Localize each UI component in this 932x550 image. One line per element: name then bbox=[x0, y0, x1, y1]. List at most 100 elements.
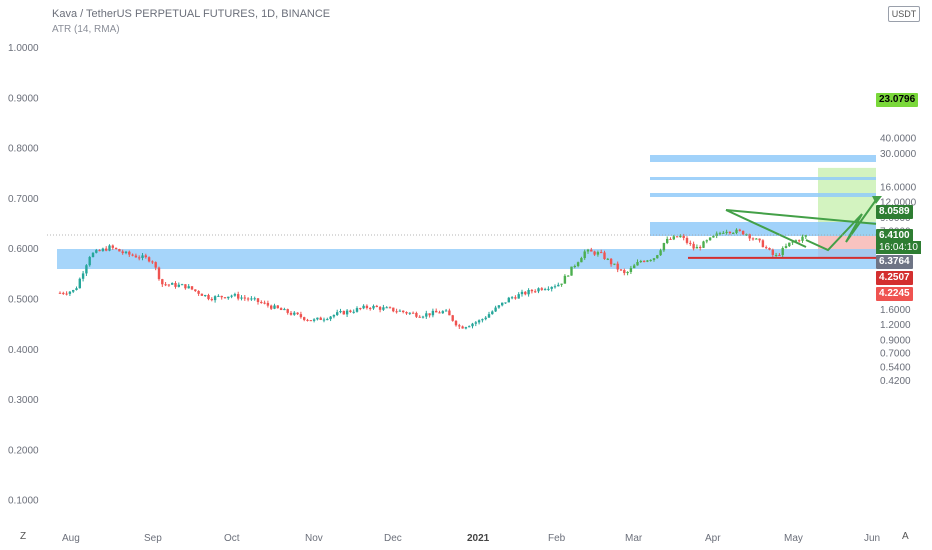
candle-body bbox=[804, 235, 807, 237]
candle-body bbox=[537, 288, 540, 292]
candle-body bbox=[501, 302, 504, 306]
candle-body bbox=[128, 251, 131, 255]
candle-body bbox=[567, 275, 570, 277]
x-tick-label: Mar bbox=[625, 533, 643, 544]
candle-body bbox=[534, 291, 537, 293]
candle-body bbox=[81, 273, 85, 279]
auto-scale-button[interactable]: A bbox=[902, 531, 909, 542]
candle-body bbox=[563, 275, 567, 284]
candle-body bbox=[497, 305, 501, 308]
candle-body bbox=[352, 311, 355, 313]
candle-body bbox=[276, 305, 279, 309]
candle-body bbox=[217, 295, 220, 297]
candle-body bbox=[609, 258, 613, 265]
candle-body bbox=[408, 312, 411, 314]
candle-body bbox=[194, 289, 197, 291]
resistance-zone-3 bbox=[650, 193, 876, 197]
candle-body bbox=[329, 316, 332, 320]
candle-body bbox=[220, 295, 223, 298]
candle-body bbox=[78, 278, 81, 289]
candle-body bbox=[633, 265, 636, 269]
left-tick-label: 0.3000 bbox=[8, 395, 39, 406]
candle-body bbox=[279, 308, 283, 311]
drawings bbox=[688, 196, 882, 259]
candle-body bbox=[141, 255, 144, 258]
right-tick-label: 0.4200 bbox=[880, 376, 911, 387]
candle-body bbox=[738, 229, 741, 231]
candle-body bbox=[306, 319, 309, 321]
candle-body bbox=[95, 250, 98, 253]
candle-body bbox=[418, 316, 421, 318]
candle-body bbox=[530, 289, 534, 292]
annotation-zones bbox=[57, 155, 876, 269]
candle-body bbox=[359, 308, 362, 310]
candle-body bbox=[289, 312, 293, 315]
candle-body bbox=[606, 258, 609, 260]
candle-body bbox=[421, 316, 425, 318]
candle-body bbox=[392, 307, 395, 312]
candle-body bbox=[583, 251, 586, 259]
candle-body bbox=[131, 254, 134, 256]
left-tick-label: 0.6000 bbox=[8, 244, 39, 255]
candle-body bbox=[464, 327, 468, 329]
countdown-label: 16:04:10 bbox=[876, 241, 921, 254]
resistance-zone-4 bbox=[650, 222, 876, 236]
candle-body bbox=[91, 252, 95, 258]
candle-body bbox=[118, 249, 121, 252]
candle-body bbox=[689, 242, 692, 244]
candle-body bbox=[385, 307, 388, 309]
candle-body bbox=[293, 312, 296, 315]
candle-body bbox=[477, 320, 481, 323]
candle-body bbox=[312, 319, 316, 321]
candle-body bbox=[761, 240, 765, 248]
candle-body bbox=[474, 322, 477, 324]
candle-body bbox=[382, 307, 385, 310]
candle-body bbox=[600, 252, 603, 254]
candle-body bbox=[441, 311, 444, 314]
candle-body bbox=[699, 247, 702, 249]
candle-body bbox=[398, 310, 402, 312]
candle-body bbox=[68, 291, 72, 294]
candle-body bbox=[395, 311, 398, 313]
resistance-line bbox=[725, 209, 877, 225]
x-tick-label: Aug bbox=[62, 533, 80, 544]
right-tick-label: 16.0000 bbox=[880, 182, 917, 193]
left-tick-label: 0.7000 bbox=[8, 194, 39, 205]
candle-body bbox=[164, 284, 167, 286]
right-tick-label: 12.0000 bbox=[880, 198, 917, 209]
resistance-zone-1 bbox=[650, 155, 876, 162]
candle-body bbox=[708, 237, 712, 241]
price-label: 4.2507 bbox=[876, 271, 913, 285]
right-tick-label: 0.9000 bbox=[880, 335, 911, 346]
candle-body bbox=[642, 261, 646, 263]
candle-body bbox=[603, 252, 606, 260]
currency-button[interactable]: USDT bbox=[888, 6, 920, 22]
candle-body bbox=[197, 290, 200, 294]
candle-body bbox=[524, 291, 527, 295]
candle-body bbox=[273, 305, 276, 309]
price-label: 23.0796 bbox=[876, 93, 919, 107]
left-tick-label: 0.9000 bbox=[8, 93, 39, 104]
left-tick-label: 0.5000 bbox=[8, 295, 39, 306]
candle-body bbox=[296, 312, 299, 315]
candle-body bbox=[362, 305, 365, 309]
candle-body bbox=[712, 235, 715, 238]
candle-body bbox=[448, 310, 451, 316]
candle-body bbox=[365, 305, 369, 309]
candle-body bbox=[134, 255, 138, 258]
candle-body bbox=[682, 235, 685, 238]
candle-body bbox=[507, 297, 510, 303]
candle-body bbox=[672, 236, 675, 240]
candle-body bbox=[629, 268, 633, 272]
x-tick-label: Feb bbox=[548, 533, 566, 544]
timezone-button[interactable]: Z bbox=[20, 531, 27, 542]
x-tick-label: Dec bbox=[384, 533, 402, 544]
candle-body bbox=[520, 291, 524, 295]
candle-body bbox=[801, 236, 804, 241]
candle-body bbox=[616, 263, 619, 270]
right-tick-label: 1.2000 bbox=[880, 320, 911, 331]
candle-body bbox=[560, 283, 563, 285]
candle-body bbox=[124, 251, 128, 254]
projection-path bbox=[805, 199, 877, 252]
